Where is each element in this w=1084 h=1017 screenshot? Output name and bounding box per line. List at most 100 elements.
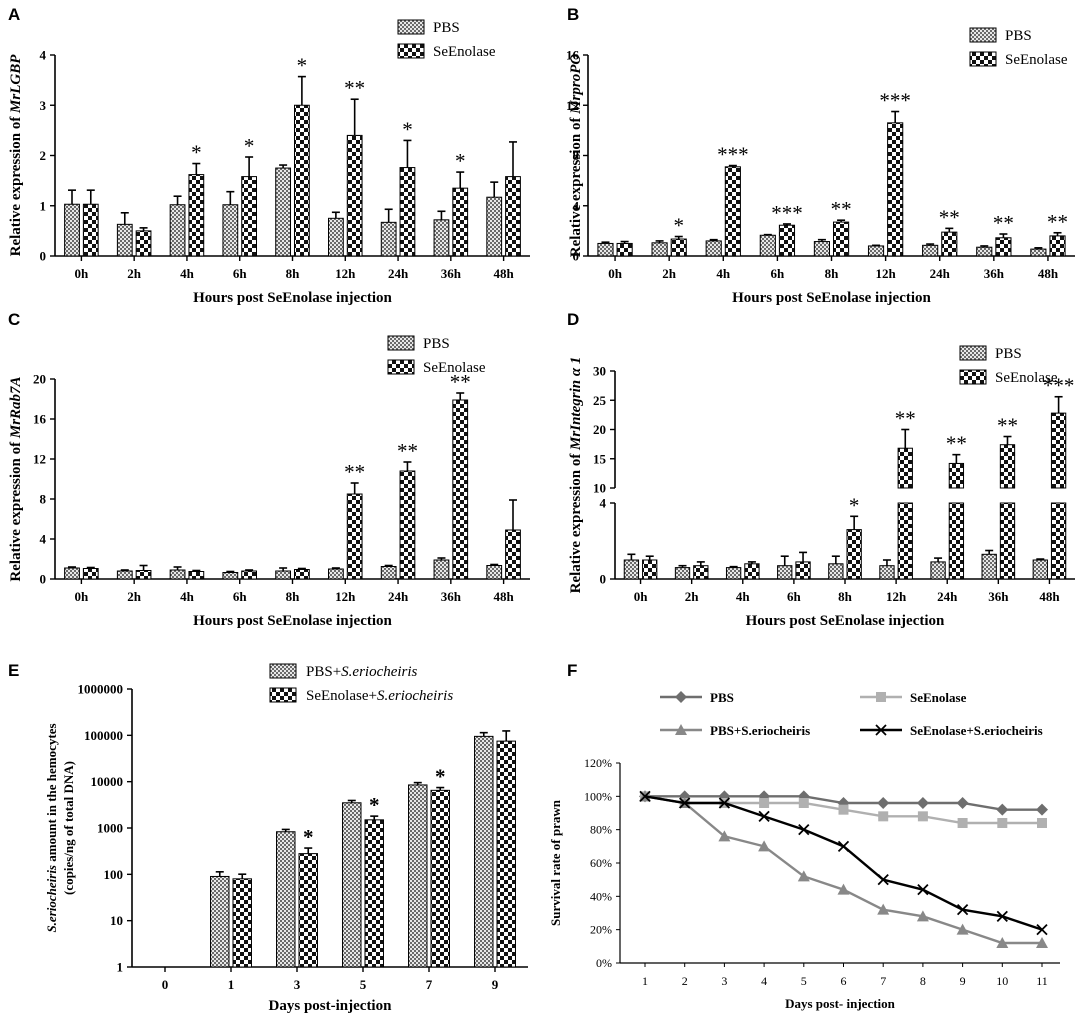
legend-swatch-pbs [397, 19, 425, 35]
bar-pbs [922, 244, 939, 257]
y-axis-label: Survival rate of prawn [548, 799, 563, 926]
y-tick-label: 0 [600, 572, 607, 587]
x-tick-label: 4h [736, 589, 751, 604]
significance-label: *** [771, 201, 803, 225]
legend-label-pbs: PBS [1005, 28, 1032, 44]
bar-pbs [276, 831, 296, 968]
y-tick-label: 20 [33, 372, 46, 387]
bar-seenolase [399, 167, 416, 257]
bar-pbs [777, 565, 793, 580]
legend-label-seenolase: SeEnolase [1005, 52, 1068, 68]
y-tick-label: 1000 [97, 821, 123, 836]
panel-c: C 0 4 8 12 16 20 0h 2h 4h 6h 8h 12h ** 24h ** 36h ** 48h Ho… [8, 310, 530, 629]
bar-seenolase [188, 174, 205, 257]
x-tick-label: 8 [920, 974, 926, 988]
point-seenolase-s-eriocheiris [996, 910, 1008, 922]
bar-pbs [623, 559, 640, 580]
legend-swatch-seenolase [959, 369, 987, 385]
x-tick-label: 36h [441, 266, 462, 281]
bar-seenolase [241, 570, 258, 580]
bar-seenolase-lower [948, 502, 965, 580]
x-tick-label: 0 [162, 977, 169, 992]
x-tick-label: 8h [286, 266, 301, 281]
x-tick-label: 2h [127, 266, 142, 281]
bar-pbs [116, 570, 133, 580]
y-tick-label: 25 [593, 393, 607, 408]
x-tick-label: 0h [75, 266, 90, 281]
bar-pbs [828, 563, 844, 580]
bar-seenolase-upper [999, 444, 1016, 489]
x-tick-label: 9 [960, 974, 966, 988]
bar-pbs [380, 566, 397, 580]
significance-label: * [455, 149, 466, 173]
x-tick-label: 4h [180, 266, 195, 281]
significance-label: ** [450, 370, 471, 394]
bar-seenolase-upper [948, 462, 965, 489]
point-seenolase-s-eriocheiris-stroke-b [837, 840, 850, 852]
legend-label-seenolase: SeEnolase [995, 370, 1058, 386]
bar-pbs [433, 559, 450, 580]
x-tick-label: 4 [761, 974, 767, 988]
significance-label: *** [717, 143, 749, 167]
bar-pbs [930, 561, 946, 580]
y-tick-label: 2 [40, 148, 47, 163]
bar-seenolase-lower [999, 502, 1016, 580]
bar-pbs [725, 567, 742, 580]
x-tick-label: 9 [492, 977, 499, 992]
bar-pbs [222, 204, 239, 257]
x-tick-label: 6h [233, 266, 248, 281]
point-seenolase-s-eriocheiris-stroke-b [956, 904, 969, 916]
x-tick-label: 3 [294, 977, 301, 992]
significance-label: * [435, 765, 446, 789]
bar-seenolase [505, 176, 521, 257]
legend-marker-seenolase [876, 692, 886, 702]
bar-pbs [275, 167, 292, 257]
point-seenolase [798, 798, 809, 808]
y-tick-label: 10000 [91, 774, 124, 789]
point-seenolase-s-eriocheiris [956, 904, 969, 916]
x-tick-label: 5 [801, 974, 807, 988]
y-axis-label-line2: (copies/ng of total DNA) [61, 761, 76, 895]
x-tick-label: 8h [838, 589, 853, 604]
bar-seenolase [399, 470, 416, 580]
panel-d: D 0 410 15 20 25 30 0h 2h 4h 6h 8h * 12h ** 24h ** 36h ** 4… [567, 310, 1075, 629]
legend-swatch-seenolase [387, 359, 415, 375]
bar-pbs [169, 569, 186, 580]
bar-pbs [169, 204, 186, 257]
bar-seenolase [430, 789, 450, 968]
point-pbs [916, 797, 929, 809]
x-tick-label: 48h [1038, 266, 1059, 281]
bar-pbs [116, 223, 133, 257]
x-tick-label: 12h [886, 589, 907, 604]
x-tick-label: 48h [493, 589, 514, 604]
bar-seenolase [505, 529, 521, 580]
bar-seenolase [724, 166, 741, 257]
legend-label-seenolase: SeEnolase [910, 690, 967, 705]
bar-seenolase [1049, 235, 1066, 257]
point-seenolase-s-eriocheiris-stroke-b [798, 824, 810, 836]
significance-label: * [673, 214, 684, 238]
y-tick-label: 120% [584, 756, 612, 770]
x-axis-label: Hours post SeEnolase injection [746, 613, 945, 629]
bar-pbs [879, 565, 895, 580]
point-seenolase [997, 818, 1008, 828]
point-pbs [877, 797, 890, 809]
legend-swatch-pbs [959, 345, 987, 361]
significance-label: * [303, 825, 314, 849]
x-tick-label: 12h [875, 266, 896, 281]
bar-seenolase [795, 561, 811, 580]
bar-seenolase [232, 878, 252, 968]
x-tick-label: 5 [360, 977, 367, 992]
x-tick-label: 48h [493, 266, 514, 281]
bar-pbs [597, 242, 614, 257]
panel-f: F 0% 20% 40% 60% 80% 100% 120% 1 2 3 4 5 6 7 8 9 10 11 PBS S… [548, 661, 1060, 1011]
y-axis-label: Relative expression of MrRab7A [8, 376, 24, 581]
significance-label: *** [1043, 374, 1075, 398]
legend-label-seenolase-s-eriocheiris: SeEnolase+S.eriocheiris [910, 723, 1043, 738]
bar-seenolase [887, 122, 904, 257]
y-axis-label: Relative expression of MrIntegrin α 1 [568, 357, 584, 594]
significance-label: *** [879, 89, 911, 113]
legend-swatch-pbs [387, 335, 415, 351]
bar-seenolase-upper [897, 447, 913, 489]
